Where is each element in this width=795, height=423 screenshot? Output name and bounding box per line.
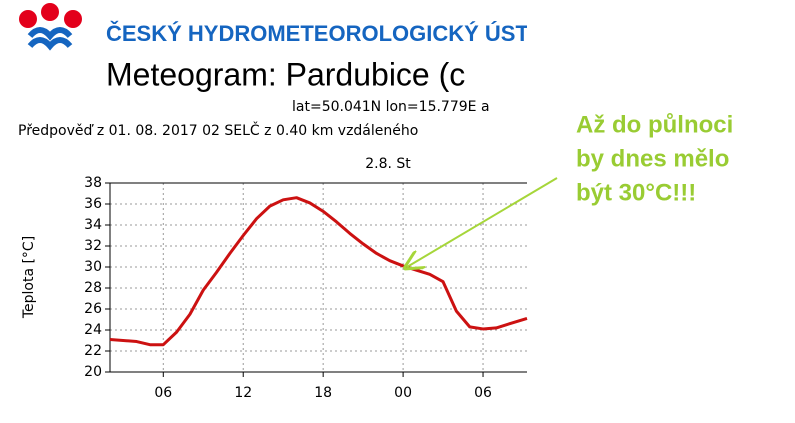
x-tick-label: 06 <box>154 385 172 401</box>
date-label: 2.8. St <box>365 156 411 172</box>
annotation-line: by dnes mělo <box>576 145 729 172</box>
y-tick-label: 26 <box>84 301 102 317</box>
logo <box>19 3 82 51</box>
y-tick-label: 34 <box>84 217 102 233</box>
y-axis-label: Teplota [°C] <box>21 236 37 319</box>
org-name: ČESKÝ HYDROMETEOROLOGICKÝ ÚSTAV <box>106 21 557 46</box>
plot: 20 22 24 26 28 30 32 34 36 38 06 12 18 00 06 <box>84 175 528 401</box>
page-title: Meteogram: Pardubice (c <box>106 56 465 92</box>
annotation-arrow <box>407 177 558 267</box>
y-tick-label: 30 <box>84 259 102 275</box>
y-tick-label: 22 <box>84 343 102 359</box>
y-tick-label: 32 <box>84 238 102 254</box>
coords: lat=50.041N lon=15.779E a <box>292 99 490 115</box>
y-tick-label: 20 <box>84 364 102 380</box>
forecast-info: Předpověď z 01. 08. 2017 02 SELČ z 0.40 … <box>18 121 418 139</box>
x-tick-label: 12 <box>234 385 252 401</box>
annotation-line: být 30°C!!! <box>576 179 696 206</box>
y-tick-label: 28 <box>84 280 102 296</box>
x-tick-label: 18 <box>314 385 332 401</box>
x-tick-label: 06 <box>474 385 492 401</box>
y-tick-label: 24 <box>84 322 102 338</box>
y-tick-label: 38 <box>84 175 102 191</box>
y-tick-label: 36 <box>84 196 102 212</box>
annotation-line: Až do půlnoci <box>576 111 733 138</box>
temperature-line <box>109 196 528 347</box>
x-tick-label: 00 <box>394 385 412 401</box>
axis-frame <box>109 182 527 373</box>
